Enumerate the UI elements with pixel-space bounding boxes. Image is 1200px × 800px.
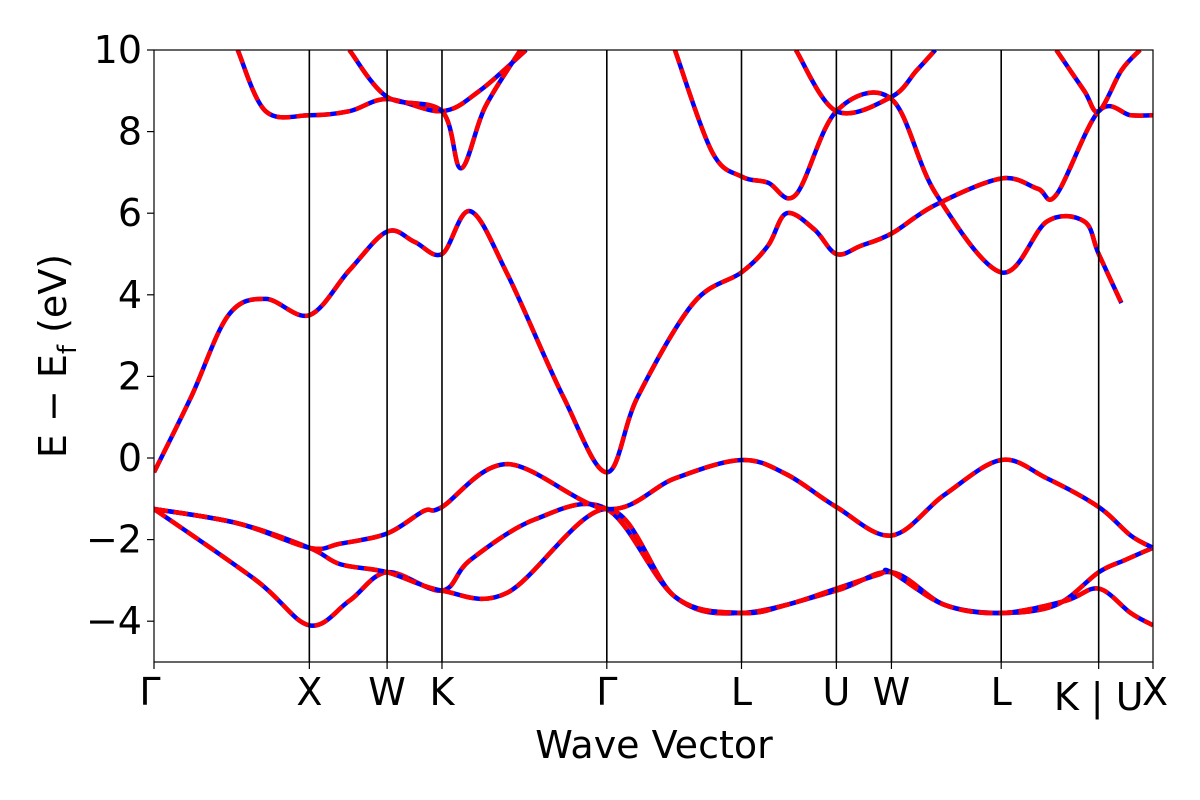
x-tick-label: W <box>368 670 406 714</box>
x-tick-label: Γ <box>596 670 617 714</box>
y-axis-label-tail: (eV) <box>31 254 75 345</box>
y-axis-label-main: E − E <box>31 354 75 458</box>
band-3-solid <box>154 457 1153 552</box>
x-tick-label: K <box>430 670 456 714</box>
y-tick-label: −4 <box>86 599 142 643</box>
y-tick-label: 8 <box>118 110 142 154</box>
band-8-dashed <box>793 50 937 116</box>
y-tick-label: 6 <box>118 191 142 235</box>
y-axis-label-subscript: f <box>53 344 83 354</box>
band-6-dashed <box>347 50 523 171</box>
band-5-dashed <box>235 50 528 120</box>
x-axis-label: Wave Vector <box>535 723 773 767</box>
y-tick-label: 2 <box>118 354 142 398</box>
x-tick-label: X <box>1142 670 1168 714</box>
band-4-solid <box>154 103 1153 475</box>
x-tick-label: W <box>873 670 911 714</box>
y-axis-ticks: −4 −2 0 2 4 6 8 10 <box>86 28 154 643</box>
band-1-dashed <box>154 501 1153 628</box>
x-tick-label: L <box>731 670 752 714</box>
x-tick-label: L <box>991 670 1012 714</box>
x-tick-label: Γ <box>139 670 160 714</box>
band-2-solid <box>154 506 1153 628</box>
band-3-dashed <box>154 457 1153 552</box>
y-tick-label: 0 <box>118 436 142 480</box>
y-tick-label: 4 <box>118 273 142 317</box>
band-8-solid <box>793 50 937 116</box>
y-tick-label: −2 <box>86 518 142 562</box>
bands-layer <box>154 50 1153 628</box>
x-tick-label: U <box>822 670 850 714</box>
band-4-dashed <box>154 103 1153 475</box>
y-tick-label: 10 <box>94 28 142 72</box>
kpath-vertical-lines <box>308 50 1100 662</box>
x-tick-label: X <box>296 670 322 714</box>
plot-frame <box>153 49 1154 663</box>
band-9-dashed <box>1054 50 1142 114</box>
x-tick-label: K | U <box>1054 675 1144 720</box>
y-axis-label: E − Ef (eV) <box>31 254 83 458</box>
